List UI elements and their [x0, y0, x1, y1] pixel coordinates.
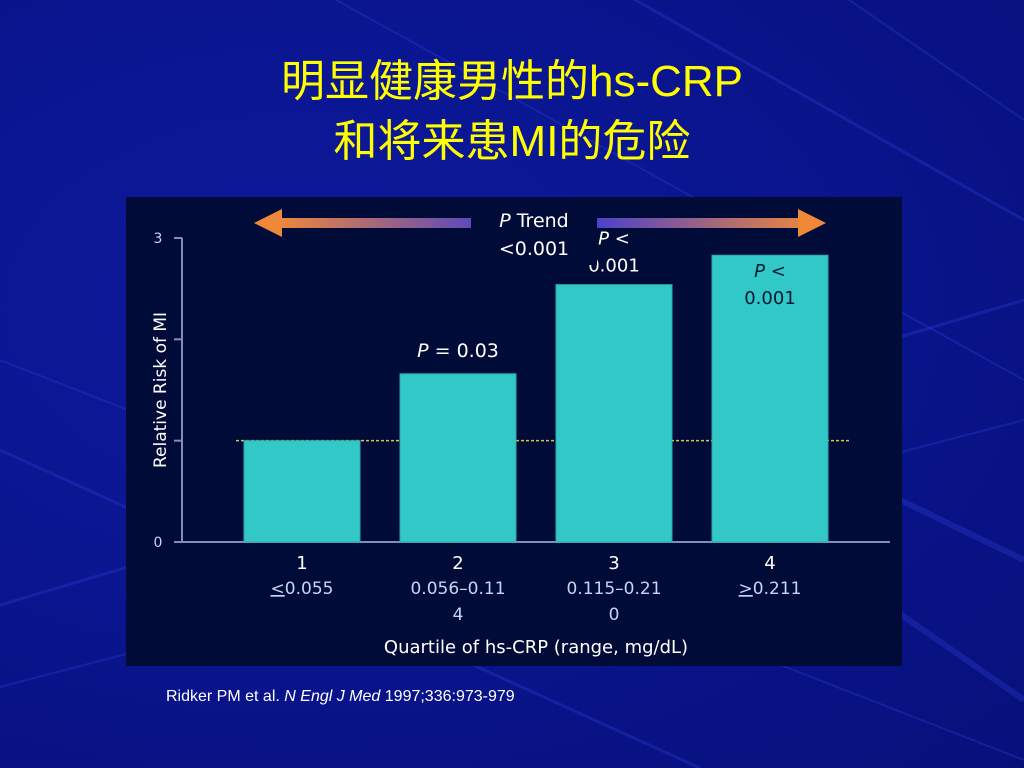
x-range-label-2-1: 4	[453, 605, 464, 625]
trend-arrow-left-head	[254, 209, 282, 237]
trend-arrow-right-head	[798, 209, 826, 237]
bar-annotation-value-3: 0.001	[588, 256, 640, 277]
x-range-label-4: >0.211	[739, 579, 802, 599]
bar-4	[711, 254, 829, 543]
y-axis-label: Relative Risk of MI	[151, 312, 171, 468]
x-range-label-1: <0.055	[271, 579, 334, 599]
slide-title: 明显健康男性的hs-CRP 和将来患MI的危险	[0, 52, 1024, 172]
bar-3	[555, 284, 673, 543]
x-range-label-2-0: 0.056–0.11	[410, 579, 505, 599]
title-line-2: 和将来患MI的危险	[333, 117, 691, 166]
bar-2	[399, 373, 517, 543]
y-tick-label: 0	[154, 535, 163, 551]
bar-annotation-value-4: 0.001	[744, 288, 796, 309]
x-tick-label-1: 1	[296, 553, 307, 574]
x-tick-label-4: 4	[764, 553, 775, 574]
bar-1	[243, 440, 361, 543]
x-tick-label-2: 2	[452, 553, 463, 574]
citation-authors: Ridker PM et al.	[166, 688, 280, 705]
citation-journal: N Engl J Med	[284, 688, 381, 705]
bar-annotation-4: P <	[754, 261, 786, 282]
chart-panel: 0 3 Relative Risk of MI 1 <0.055 P = 0.03 2 0.0…	[126, 197, 902, 666]
x-axis-label: Quartile of hs-CRP (range, mg/dL)	[384, 637, 688, 658]
x-range-label-3-0: 0.115–0.21	[566, 579, 661, 599]
x-range-label-3-1: 0	[609, 605, 620, 625]
citation: Ridker PM et al. N Engl J Med 1997;336:9…	[166, 688, 515, 706]
citation-ref: 1997;336:973-979	[384, 688, 515, 705]
y-tick-label: 3	[154, 231, 163, 247]
x-tick-label-3: 3	[608, 553, 619, 574]
bar-chart: 0 3 Relative Risk of MI 1 <0.055 P = 0.03 2 0.0…	[151, 201, 890, 658]
trend-value: <0.001	[499, 238, 569, 260]
trend-label-backdrop	[471, 201, 597, 265]
title-line-1: 明显健康男性的hs-CRP	[280, 57, 744, 106]
bar-annotation-3: P <	[598, 229, 630, 250]
bar-annotation-2: P = 0.03	[417, 340, 499, 362]
trend-label: P Trend	[499, 210, 569, 232]
